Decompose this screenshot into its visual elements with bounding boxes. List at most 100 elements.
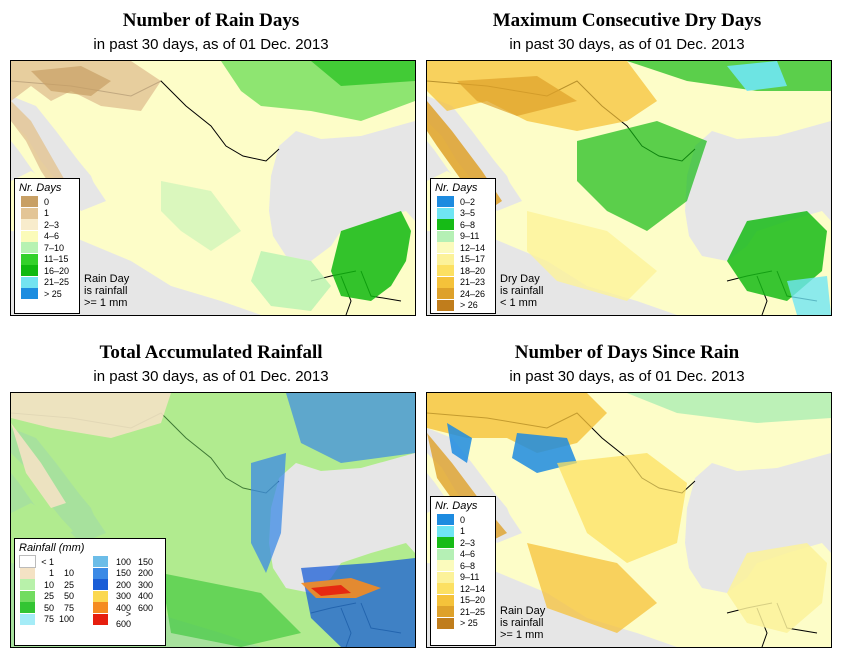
- map-canvas: [11, 61, 415, 315]
- legend-label: 2–3: [44, 219, 60, 230]
- legend-item: 7–10: [15, 242, 79, 254]
- legend-item: 75 100: [15, 613, 88, 626]
- legend-swatch: [93, 567, 108, 579]
- legend-label: 4–6: [44, 231, 60, 242]
- legend-swatch: [437, 617, 454, 629]
- legend-item: 2–3: [15, 219, 79, 231]
- legend-range-low: < 1: [41, 556, 54, 567]
- legend-swatch: [93, 556, 108, 568]
- legend-label: 12–14: [460, 242, 486, 253]
- legend-swatch: [20, 579, 35, 591]
- legend-swatch: [21, 242, 38, 254]
- legend-label: > 26: [460, 300, 478, 311]
- rain-day-note: Rain Day is rainfall >= 1 mm: [84, 273, 129, 309]
- legend-item: 0: [15, 196, 79, 208]
- legend-label: 0–2: [460, 196, 476, 207]
- legend-swatch: [93, 613, 108, 625]
- note-line: is rainfall: [500, 285, 544, 297]
- legend-item: 0: [431, 514, 495, 526]
- legend-item: < 1: [15, 555, 88, 569]
- legend-label: 24–26: [460, 288, 486, 299]
- note-line: is rainfall: [84, 285, 128, 297]
- panel-subtitle: in past 30 days, as of 01 Dec. 2013: [93, 368, 329, 385]
- panel-subtitle: in past 30 days, as of 01 Dec. 2013: [509, 368, 745, 385]
- legend-range-high: 600: [137, 602, 153, 613]
- dry-days-legend: Nr. Days 0–2 3–5 6–8 9–11 12–14 15–17 18–20 21–…: [430, 178, 496, 314]
- legend-item: 6–8: [431, 219, 495, 231]
- note-line: >= 1 mm: [500, 629, 544, 641]
- legend-label: 15–20: [460, 595, 486, 606]
- legend-swatch: [437, 253, 454, 265]
- legend-item: 21–23: [431, 276, 495, 289]
- legend-swatch: [437, 571, 454, 583]
- legend-range-high: 10: [63, 568, 74, 579]
- legend-rows: 0 1 2–3 4–6 6–8 9–11 12–14 15–20 21–25 > 25: [431, 514, 495, 629]
- legend-swatch: [437, 196, 454, 208]
- legend-item: 3–5: [431, 207, 495, 220]
- legend-range-high: 50: [63, 591, 74, 602]
- legend-swatch: [437, 207, 454, 219]
- since-rain-legend: Nr. Days 0 1 2–3 4–6 6–8 9–11 12–14 15–20 21–25 >…: [430, 496, 496, 646]
- legend-label: > 25: [44, 288, 62, 299]
- legend-title: Nr. Days: [435, 500, 478, 512]
- rain-day-note: Rain Day is rainfall >= 1 mm: [500, 605, 545, 641]
- legend-swatch: [437, 583, 454, 595]
- legend-range-high: 200: [137, 568, 153, 579]
- legend-swatch: [93, 602, 108, 614]
- panel-subtitle: in past 30 days, as of 01 Dec. 2013: [93, 36, 329, 53]
- legend-item: 12–14: [431, 583, 495, 595]
- legend-swatch: [19, 555, 36, 569]
- legend-swatch: [21, 276, 38, 288]
- legend-item: > 26: [431, 299, 495, 312]
- legend-swatch: [437, 276, 454, 288]
- legend-swatch: [21, 230, 38, 242]
- legend-swatch: [21, 288, 38, 300]
- legend-swatch: [21, 207, 38, 219]
- legend-label: 21–25: [460, 606, 486, 617]
- legend-label: 16–20: [44, 265, 70, 276]
- legend-item: 400 600: [88, 602, 161, 614]
- panel-title: Total Accumulated Rainfall: [99, 342, 323, 363]
- legend-swatch: [437, 537, 454, 549]
- legend-label: 0: [44, 196, 50, 207]
- legend-range-low: 150: [115, 568, 131, 579]
- legend-range-low: 200: [115, 579, 131, 590]
- legend-item: 18–20: [431, 265, 495, 277]
- legend-item: 50 75: [15, 602, 88, 614]
- legend-item: 1 10: [15, 567, 88, 580]
- legend-swatch: [93, 579, 108, 591]
- legend-range-low: 1: [48, 568, 54, 579]
- rain-days-map: [10, 60, 416, 316]
- legend-swatch: [437, 288, 454, 300]
- legend-column-left: < 1 1 10 10 25 25 50 50 75 75 100: [15, 555, 88, 626]
- legend-range-high: 100: [58, 614, 74, 625]
- legend-range-high: 75: [63, 602, 74, 613]
- legend-swatch: [437, 219, 454, 231]
- legend-item: 16–20: [15, 265, 79, 277]
- legend-item: 11–15: [15, 253, 79, 266]
- legend-item: 4–6: [431, 548, 495, 561]
- legend-column-right: 100 150 150 200 200 300 300 400 400 600 > 600: [88, 556, 161, 629]
- note-line: is rainfall: [500, 617, 544, 629]
- legend-label: 15–17: [460, 254, 486, 265]
- legend-range-low: 400: [115, 602, 131, 613]
- legend-swatch: [437, 594, 454, 606]
- legend-item: 12–14: [431, 242, 495, 254]
- legend-swatch: [21, 253, 38, 265]
- legend-title: Nr. Days: [435, 182, 478, 194]
- legend-title: Rainfall (mm): [19, 542, 85, 554]
- legend-item: 9–11: [431, 230, 495, 243]
- legend-item: 100 150: [88, 556, 161, 568]
- map-overlay: [427, 61, 831, 315]
- legend-swatch: [437, 514, 454, 526]
- legend-label: 6–8: [460, 560, 476, 571]
- legend-swatch: [20, 590, 35, 602]
- legend-item: 4–6: [15, 230, 79, 243]
- legend-item: 1: [431, 525, 495, 538]
- legend-label: 12–14: [460, 583, 486, 594]
- map-canvas: [427, 393, 831, 647]
- map-canvas: [427, 61, 831, 315]
- legend-label: 1: [44, 208, 50, 219]
- note-line: >= 1 mm: [84, 297, 128, 309]
- legend-item: 25 50: [15, 590, 88, 603]
